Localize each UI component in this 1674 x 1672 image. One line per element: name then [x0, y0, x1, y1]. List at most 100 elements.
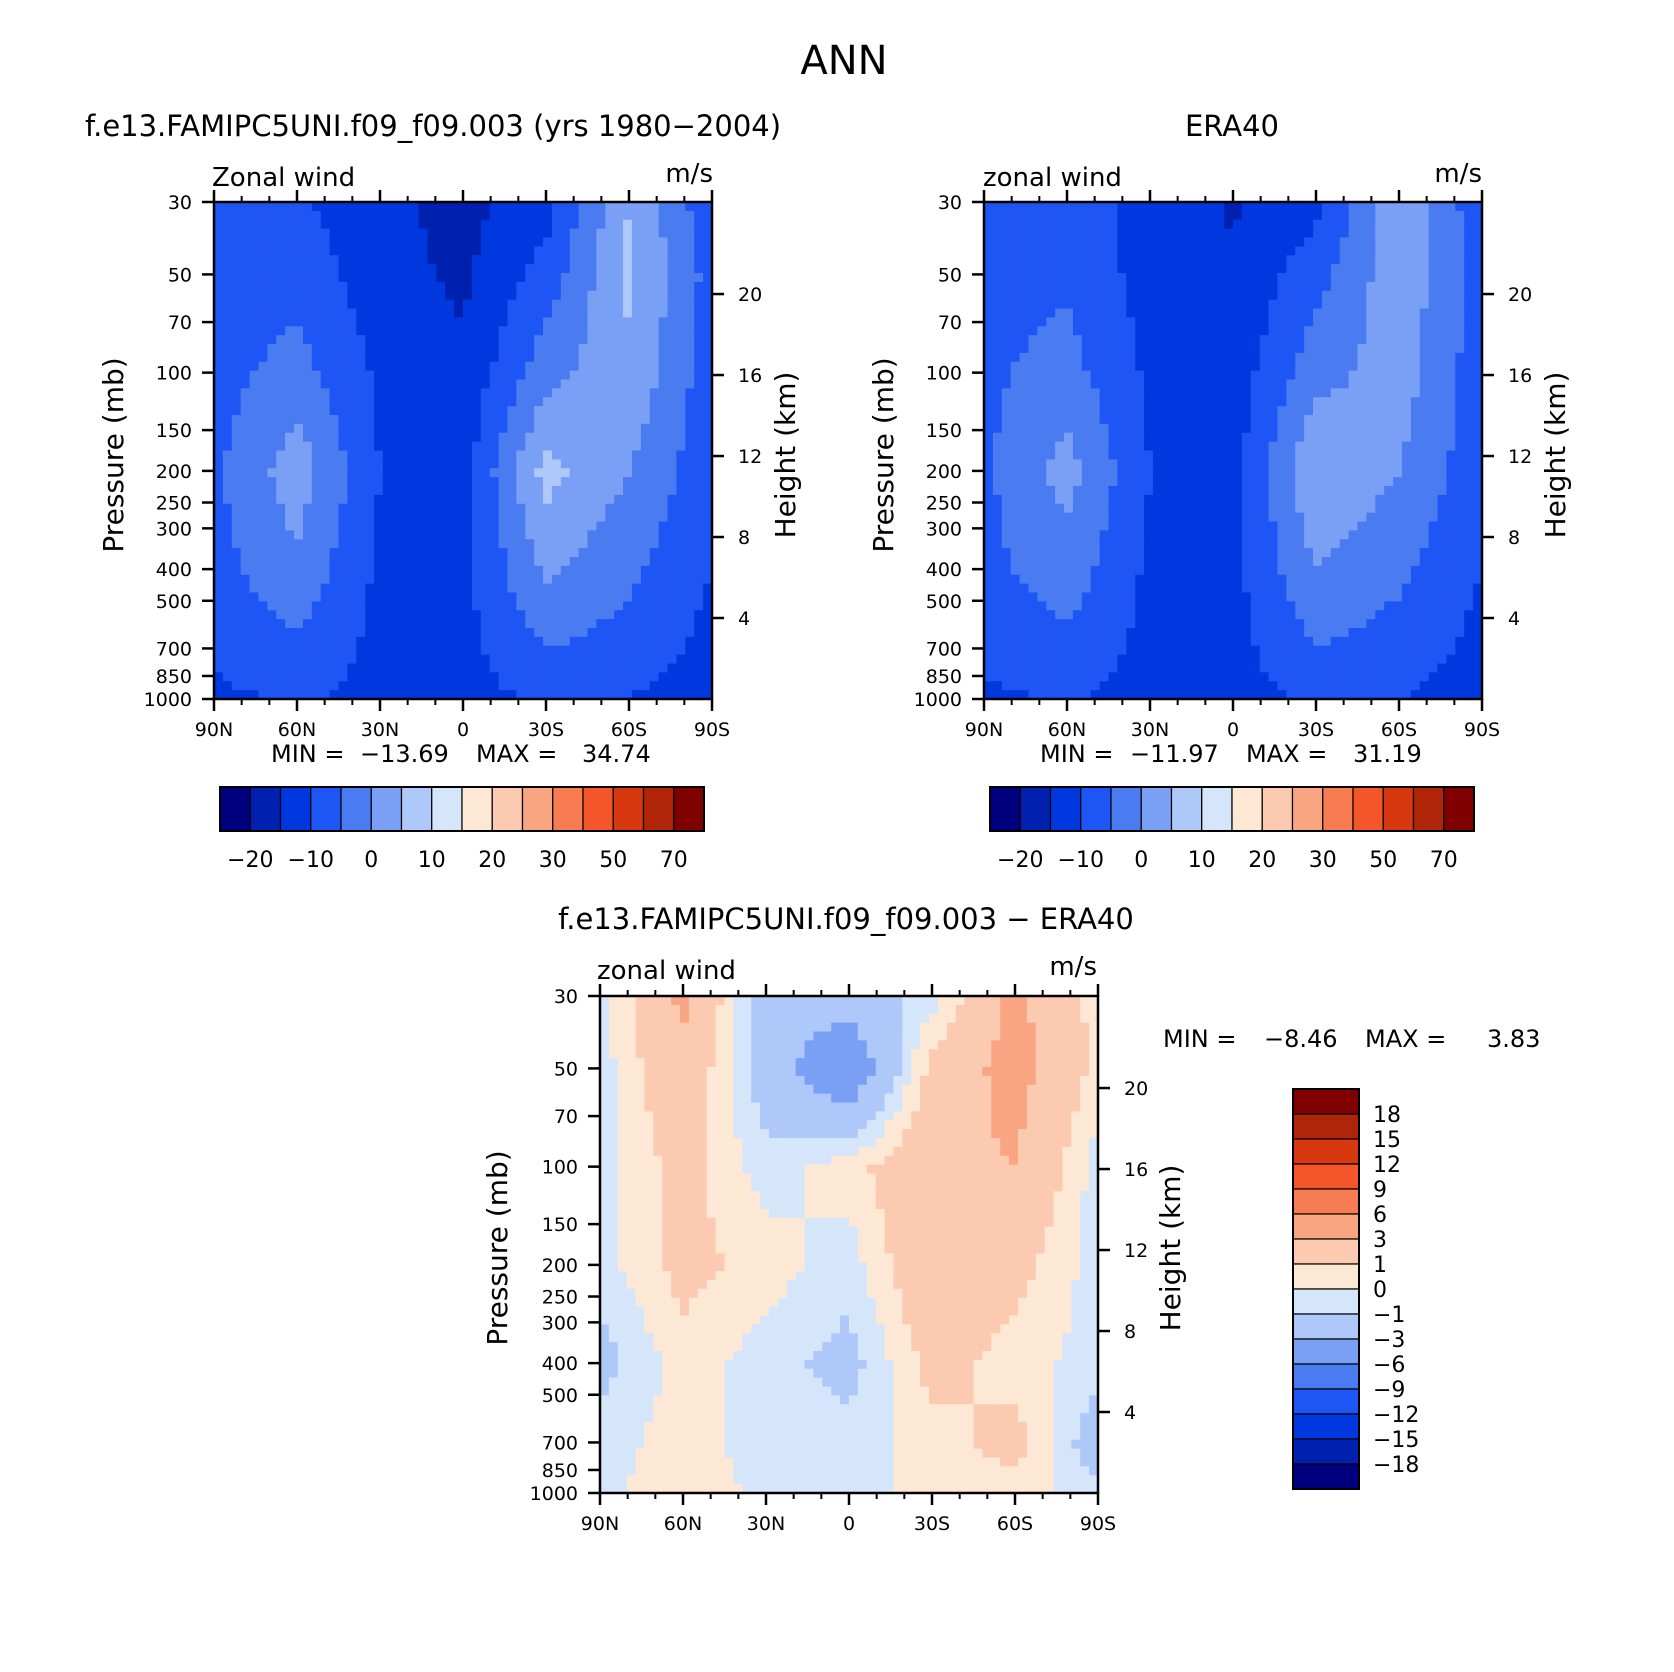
field-cell: [454, 406, 464, 416]
field-cell: [1064, 406, 1074, 416]
field-cell: [614, 406, 624, 416]
field-cell: [427, 521, 437, 531]
field-cell: [1277, 264, 1287, 274]
field-cell: [285, 628, 295, 638]
field-cell: [676, 388, 686, 398]
field-cell: [1099, 388, 1110, 398]
field-cell: [1295, 273, 1305, 283]
field-cell: [1019, 281, 1030, 292]
field-cell: [1037, 219, 1047, 230]
field-cell: [640, 210, 651, 221]
field-cell: [1019, 370, 1030, 381]
field-cell: [1099, 406, 1110, 416]
field-cell: [1215, 459, 1225, 469]
field-cell: [1464, 299, 1474, 310]
field-cell: [694, 335, 704, 345]
field-cell: [1046, 281, 1056, 292]
field-cell: [658, 335, 669, 345]
field-cell: [631, 264, 642, 274]
field-cell: [1401, 273, 1412, 283]
field-cell: [249, 521, 260, 531]
field-cell: [1446, 264, 1456, 274]
field-cell: [1144, 379, 1154, 389]
field-cell: [454, 539, 464, 549]
field-cell: [240, 406, 251, 416]
field-cell: [1268, 202, 1279, 212]
field-cell: [534, 512, 544, 523]
field-cell: [569, 397, 580, 407]
field-cell: [640, 486, 651, 496]
field-cell: [1384, 228, 1394, 239]
field-cell: [1233, 326, 1243, 336]
panel-obs-ylabel: Pressure (mb): [867, 357, 900, 552]
field-cell: [480, 335, 491, 345]
field-cell: [302, 237, 313, 247]
field-cell: [445, 370, 455, 381]
field-cell: [605, 690, 615, 700]
field-cell: [214, 494, 224, 505]
field-cell: [1117, 202, 1127, 212]
field-cell: [525, 601, 535, 611]
field-cell: [1268, 370, 1279, 381]
field-cell: [463, 281, 473, 292]
field-cell: [507, 290, 517, 301]
field-cell: [614, 503, 624, 514]
field-cell: [1108, 326, 1118, 336]
field-cell: [320, 503, 331, 514]
field-cell: [1037, 273, 1047, 283]
field-cell: [1259, 415, 1270, 425]
field-cell: [267, 494, 277, 505]
field-cell: [623, 486, 633, 496]
field-cell: [525, 574, 535, 585]
field-cell: [1339, 344, 1350, 354]
field-cell: [1170, 388, 1181, 398]
field-cell: [992, 299, 1003, 310]
field-cell: [1161, 273, 1172, 283]
field-cell: [1072, 246, 1083, 256]
field-cell: [525, 379, 535, 389]
field-cell: [596, 601, 606, 611]
field-cell: [587, 281, 597, 292]
field-cell: [1215, 290, 1225, 301]
field-cell: [1277, 317, 1287, 327]
field-cell: [631, 237, 642, 247]
field-cell: [1375, 273, 1385, 283]
field-cell: [214, 548, 224, 558]
field-cell: [374, 326, 384, 336]
field-cell: [311, 237, 322, 247]
field-cell: [578, 619, 589, 629]
field-cell: [222, 450, 233, 460]
field-cell: [1170, 459, 1181, 469]
field-cell: [1401, 281, 1412, 292]
field-cell: [436, 202, 446, 212]
field-cell: [258, 468, 268, 478]
field-cell: [534, 645, 544, 656]
field-cell: [1072, 432, 1083, 443]
field-cell: [1437, 415, 1448, 425]
field-cell: [471, 219, 482, 230]
field-cell: [400, 583, 411, 594]
field-cell: [356, 397, 366, 407]
field-cell: [667, 290, 678, 301]
field-cell: [676, 379, 686, 389]
field-cell: [640, 548, 651, 558]
field-cell: [1037, 370, 1047, 381]
field-cell: [1321, 308, 1332, 318]
field-cell: [480, 548, 491, 558]
colorbar-label: 30: [539, 848, 567, 873]
field-cell: [667, 663, 678, 673]
field-cell: [382, 619, 393, 629]
field-cell: [1437, 423, 1448, 434]
field-cell: [374, 610, 384, 620]
field-cell: [1224, 273, 1234, 283]
field-cell: [498, 583, 509, 594]
field-cell: [1339, 468, 1350, 478]
field-cell: [329, 335, 340, 345]
field-cell: [480, 290, 491, 301]
field-cell: [543, 237, 553, 247]
field-cell: [391, 548, 402, 558]
field-cell: [507, 317, 517, 327]
field-cell: [507, 548, 517, 558]
field-cell: [1055, 344, 1065, 354]
field-cell: [480, 636, 491, 647]
